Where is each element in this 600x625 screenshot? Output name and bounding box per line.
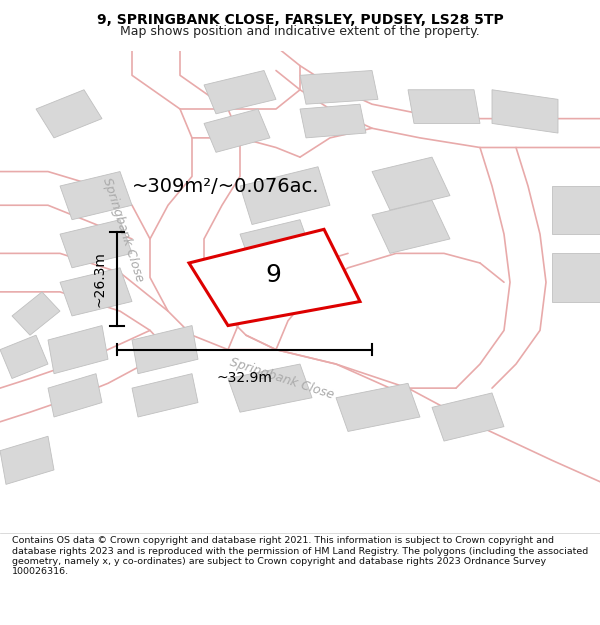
Polygon shape bbox=[0, 335, 48, 379]
Text: ~26.3m: ~26.3m bbox=[92, 251, 106, 307]
Polygon shape bbox=[132, 326, 198, 374]
Polygon shape bbox=[132, 374, 198, 417]
Polygon shape bbox=[0, 436, 54, 484]
Polygon shape bbox=[300, 71, 378, 104]
Text: ~309m²/~0.076ac.: ~309m²/~0.076ac. bbox=[132, 176, 320, 196]
Text: 9: 9 bbox=[265, 263, 281, 287]
Text: Contains OS data © Crown copyright and database right 2021. This information is : Contains OS data © Crown copyright and d… bbox=[12, 536, 588, 576]
Text: 9, SPRINGBANK CLOSE, FARSLEY, PUDSEY, LS28 5TP: 9, SPRINGBANK CLOSE, FARSLEY, PUDSEY, LS… bbox=[97, 12, 503, 27]
Polygon shape bbox=[492, 90, 558, 133]
Polygon shape bbox=[552, 186, 600, 234]
Polygon shape bbox=[228, 364, 312, 413]
Polygon shape bbox=[12, 292, 60, 335]
Text: Map shows position and indicative extent of the property.: Map shows position and indicative extent… bbox=[120, 26, 480, 39]
Polygon shape bbox=[48, 326, 108, 374]
Polygon shape bbox=[432, 393, 504, 441]
Polygon shape bbox=[300, 104, 366, 138]
Polygon shape bbox=[48, 374, 102, 417]
Polygon shape bbox=[552, 253, 600, 301]
Text: ~32.9m: ~32.9m bbox=[217, 371, 272, 385]
Polygon shape bbox=[36, 90, 102, 138]
Polygon shape bbox=[240, 167, 330, 224]
Polygon shape bbox=[240, 219, 312, 268]
Polygon shape bbox=[189, 229, 360, 326]
Polygon shape bbox=[60, 268, 132, 316]
Polygon shape bbox=[60, 219, 132, 268]
Polygon shape bbox=[336, 383, 420, 431]
Text: Springbank Close: Springbank Close bbox=[100, 176, 146, 283]
Polygon shape bbox=[204, 109, 270, 152]
Polygon shape bbox=[408, 90, 480, 124]
Polygon shape bbox=[60, 171, 132, 219]
Polygon shape bbox=[372, 201, 450, 253]
Polygon shape bbox=[204, 71, 276, 114]
Text: Springbank Close: Springbank Close bbox=[228, 356, 336, 401]
Polygon shape bbox=[372, 157, 450, 210]
